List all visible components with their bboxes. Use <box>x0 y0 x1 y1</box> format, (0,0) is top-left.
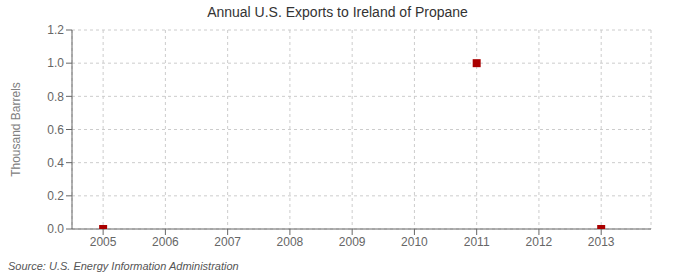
svg-text:2009: 2009 <box>339 235 366 249</box>
svg-text:Thousand Barrels: Thousand Barrels <box>9 82 23 177</box>
svg-text:0.4: 0.4 <box>47 156 64 170</box>
svg-text:2012: 2012 <box>526 235 553 249</box>
html-text:Annual U.S. Exports to Ireland: Annual U.S. Exports to Ireland of Propan… <box>207 4 468 20</box>
svg-text:0.6: 0.6 <box>47 123 64 137</box>
svg-text:2007: 2007 <box>214 235 241 249</box>
svg-text:0.0: 0.0 <box>47 222 64 236</box>
svg-text:0.8: 0.8 <box>47 90 64 104</box>
html-text:Source: U.S. Energy Informatio: Source: U.S. Energy Information Administ… <box>8 260 239 272</box>
svg-text:1.0: 1.0 <box>47 56 64 70</box>
svg-text:2013: 2013 <box>588 235 615 249</box>
svg-text:2008: 2008 <box>277 235 304 249</box>
svg-text:2010: 2010 <box>401 235 428 249</box>
svg-text:0.2: 0.2 <box>47 189 64 203</box>
svg-text:1.2: 1.2 <box>47 24 64 37</box>
svg-text:2011: 2011 <box>464 235 490 249</box>
svg-text:2006: 2006 <box>152 235 179 249</box>
svg-text:2005: 2005 <box>90 235 117 249</box>
